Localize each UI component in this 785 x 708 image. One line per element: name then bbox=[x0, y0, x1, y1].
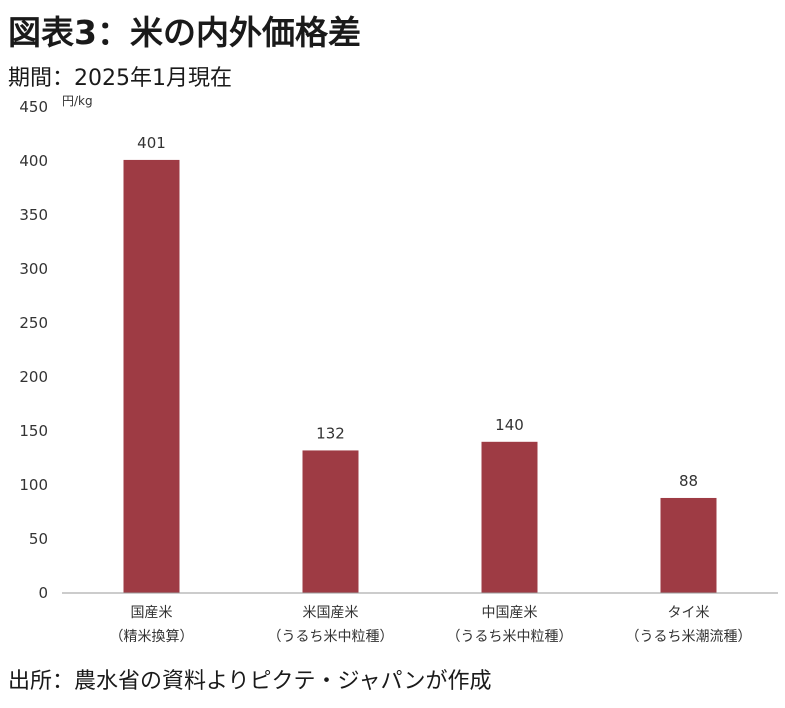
category-sublabel: （うるち米中粒種） bbox=[447, 629, 573, 645]
y-axis-unit: 円/kg bbox=[62, 94, 93, 108]
data-labels: 401 132 140 88 bbox=[137, 134, 698, 490]
y-tick-label: 200 bbox=[19, 368, 48, 386]
y-tick-label: 150 bbox=[19, 422, 48, 440]
y-tick-label: 350 bbox=[19, 206, 48, 224]
bar-value-label: 401 bbox=[137, 134, 166, 152]
bar bbox=[123, 159, 180, 594]
y-tick-label: 100 bbox=[19, 476, 48, 494]
chart-subtitle: 期間：2025年1月現在 bbox=[8, 66, 232, 91]
bar bbox=[302, 450, 359, 593]
bar-value-label: 132 bbox=[316, 424, 345, 442]
y-axis: 0 50 100 150 200 250 300 350 400 450 円/kg bbox=[19, 94, 92, 602]
bar-value-label: 140 bbox=[495, 416, 524, 434]
category-label: 中国産米 bbox=[482, 605, 538, 621]
y-tick-label: 250 bbox=[19, 314, 48, 332]
y-tick-label: 400 bbox=[19, 152, 48, 170]
category-label: 国産米 bbox=[131, 605, 173, 621]
bars bbox=[123, 159, 717, 594]
bar bbox=[660, 497, 717, 593]
category-sublabel: （うるち米潮流種） bbox=[626, 629, 752, 645]
category-label: タイ米 bbox=[668, 605, 710, 621]
source-note: 出所：農水省の資料よりピクテ・ジャパンが作成 bbox=[8, 669, 492, 694]
category-sublabel: （うるち米中粒種） bbox=[268, 629, 394, 645]
bar bbox=[481, 441, 538, 593]
bar-value-label: 88 bbox=[679, 472, 698, 490]
y-tick-label: 450 bbox=[19, 98, 48, 116]
x-axis: 国産米 （精米換算） 米国産米 （うるち米中粒種） 中国産米 （うるち米中粒種） タイ米 （う… bbox=[62, 592, 778, 645]
category-label: 米国産米 bbox=[303, 605, 359, 621]
category-sublabel: （精米換算） bbox=[110, 629, 194, 645]
chart-title: 図表3：米の内外価格差 bbox=[8, 13, 361, 52]
y-tick-label: 50 bbox=[29, 530, 48, 548]
y-tick-label: 0 bbox=[38, 584, 48, 602]
y-tick-label: 300 bbox=[19, 260, 48, 278]
